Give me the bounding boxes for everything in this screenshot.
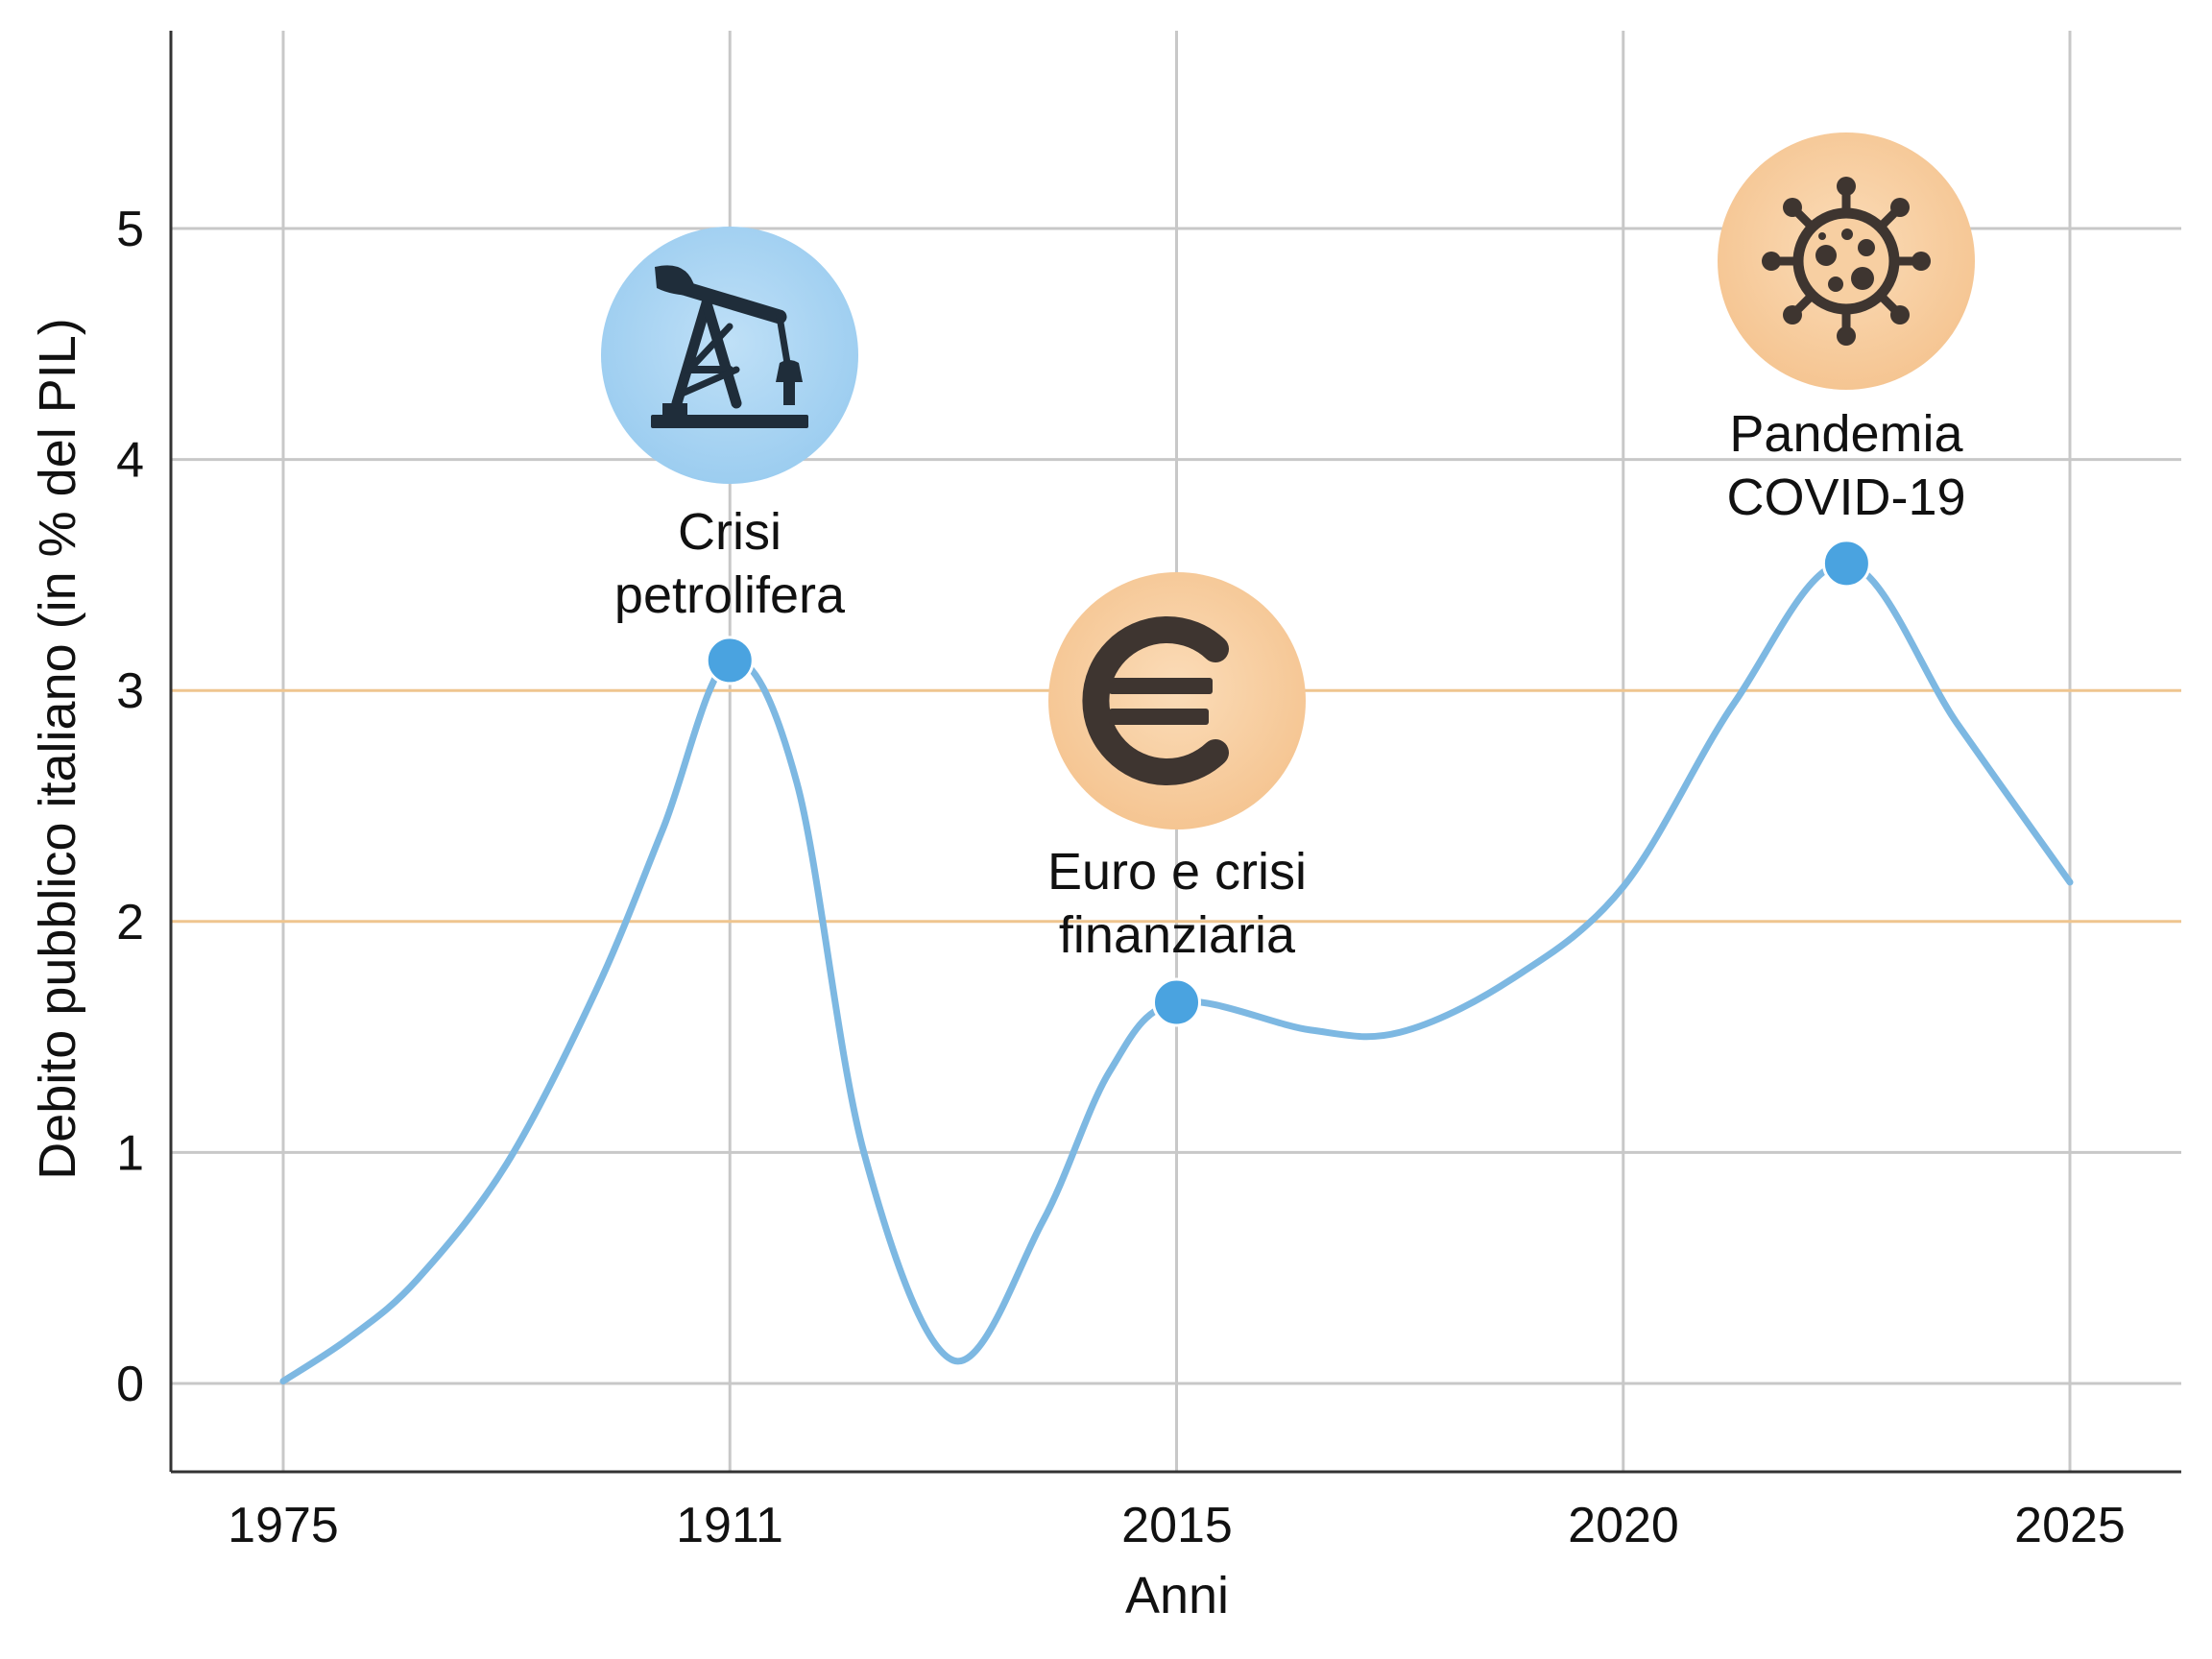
annotation-label-oil-crisis: Crisi (678, 503, 781, 561)
annotation-label-euro-crisis: Euro e crisi (1047, 843, 1307, 901)
y-tick-label: 2 (116, 895, 144, 950)
euro-icon (1048, 572, 1306, 830)
y-tick-label: 5 (116, 202, 144, 257)
event-marker (1821, 539, 1871, 589)
debt-line (279, 560, 2074, 1385)
annotation-badges (601, 132, 1975, 830)
event-marker (705, 636, 755, 685)
y-tick-labels: 0 1 2 3 4 5 (116, 202, 144, 1412)
annotation-label-covid: COVID-19 (1726, 469, 1965, 526)
x-axis-title: Anni (1125, 1567, 1229, 1624)
y-tick-label: 0 (116, 1357, 144, 1412)
x-tick-label: 2020 (1568, 1498, 1679, 1553)
x-tick-label: 1911 (676, 1498, 783, 1553)
annotation-label-covid: Pandemia (1729, 405, 1963, 463)
virus-icon (1718, 132, 1975, 390)
series-markers (705, 539, 1871, 1027)
y-tick-label: 4 (116, 433, 144, 489)
oil-pump-icon (601, 227, 858, 484)
y-tick-label: 1 (116, 1125, 144, 1181)
annotation-labels: Crisi petrolifera Euro e crisi finanziar… (614, 405, 1966, 964)
x-tick-labels: 1975 1911 2015 2020 2025 (228, 1498, 2126, 1553)
event-marker (1152, 977, 1201, 1027)
x-tick-label: 2025 (2014, 1498, 2126, 1553)
x-tick-label: 1975 (228, 1498, 339, 1553)
annotation-label-euro-crisis: finanziaria (1059, 906, 1296, 964)
annotation-label-oil-crisis: petrolifera (614, 566, 846, 624)
y-tick-label: 3 (116, 663, 144, 719)
x-tick-label: 2015 (1121, 1498, 1233, 1553)
series-line (279, 560, 2074, 1385)
y-axis-title: Debito pubblico italiano (in % del PIL) (29, 318, 86, 1180)
